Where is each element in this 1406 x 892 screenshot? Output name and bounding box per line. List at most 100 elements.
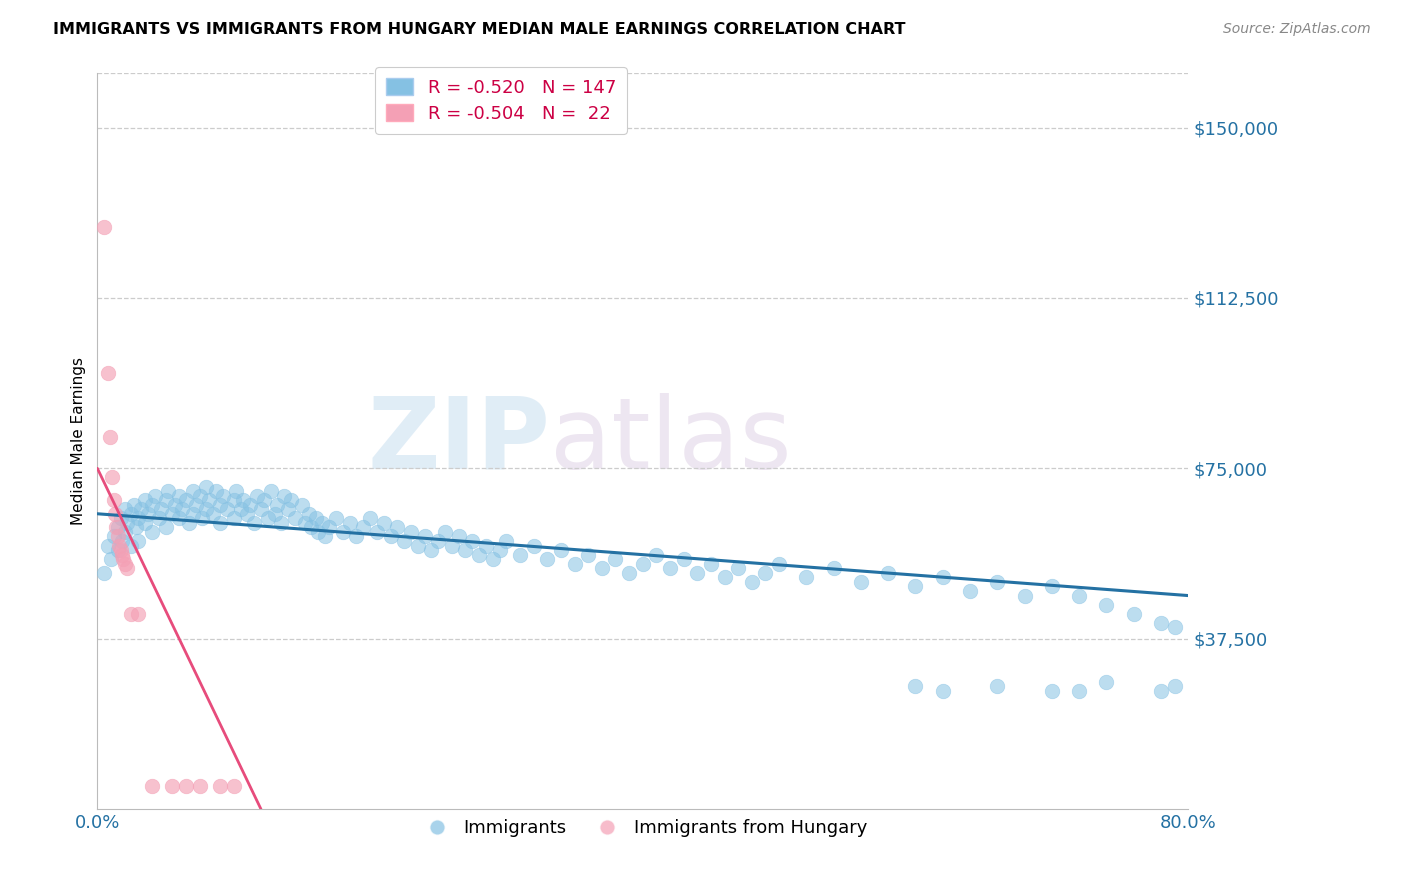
Point xyxy=(796,570,818,584)
Legend: Immigrants, Immigrants from Hungary: Immigrants, Immigrants from Hungary xyxy=(412,812,875,845)
Point xyxy=(93,566,115,580)
Point xyxy=(225,483,247,498)
Point xyxy=(387,520,409,534)
Point xyxy=(1163,620,1185,634)
Point xyxy=(150,502,173,516)
Point xyxy=(536,552,558,566)
Point xyxy=(120,539,142,553)
Point xyxy=(103,493,125,508)
Point xyxy=(986,680,1008,694)
Point xyxy=(509,548,531,562)
Point xyxy=(877,566,900,580)
Point xyxy=(105,520,128,534)
Point xyxy=(659,561,682,575)
Point xyxy=(299,520,322,534)
Point xyxy=(162,780,184,794)
Point xyxy=(127,607,149,621)
Point xyxy=(904,579,927,593)
Point xyxy=(495,534,517,549)
Point xyxy=(564,557,586,571)
Point xyxy=(849,574,872,589)
Point xyxy=(134,493,156,508)
Point xyxy=(188,780,211,794)
Point xyxy=(129,502,152,516)
Point xyxy=(239,498,262,512)
Point xyxy=(959,584,981,599)
Point xyxy=(314,529,336,543)
Point xyxy=(713,570,735,584)
Point xyxy=(1150,615,1173,630)
Point xyxy=(103,529,125,543)
Point xyxy=(741,574,763,589)
Point xyxy=(318,520,340,534)
Point xyxy=(523,539,546,553)
Point xyxy=(440,539,463,553)
Point xyxy=(700,557,723,571)
Point xyxy=(488,543,510,558)
Point xyxy=(141,524,163,539)
Point xyxy=(170,502,193,516)
Point xyxy=(111,548,134,562)
Point xyxy=(181,483,204,498)
Point xyxy=(127,534,149,549)
Point xyxy=(1122,607,1144,621)
Point xyxy=(273,489,295,503)
Point xyxy=(191,511,214,525)
Point xyxy=(184,498,207,512)
Point xyxy=(298,507,321,521)
Point xyxy=(1150,684,1173,698)
Point xyxy=(307,524,329,539)
Point xyxy=(468,548,491,562)
Point xyxy=(686,566,709,580)
Point xyxy=(481,552,503,566)
Point xyxy=(114,502,136,516)
Point xyxy=(167,489,190,503)
Point xyxy=(110,511,132,525)
Point xyxy=(259,483,281,498)
Point xyxy=(229,502,252,516)
Point xyxy=(550,543,572,558)
Point xyxy=(100,552,122,566)
Point xyxy=(754,566,776,580)
Point xyxy=(104,507,127,521)
Point xyxy=(188,489,211,503)
Point xyxy=(143,489,166,503)
Point xyxy=(124,520,146,534)
Point xyxy=(380,529,402,543)
Point xyxy=(576,548,599,562)
Point xyxy=(181,507,204,521)
Point xyxy=(1067,684,1090,698)
Point xyxy=(277,502,299,516)
Point xyxy=(904,680,927,694)
Point xyxy=(177,516,200,530)
Point xyxy=(174,780,197,794)
Point xyxy=(253,493,276,508)
Point xyxy=(162,507,184,521)
Point xyxy=(447,529,470,543)
Point xyxy=(413,529,436,543)
Y-axis label: Median Male Earnings: Median Male Earnings xyxy=(72,357,86,525)
Point xyxy=(222,493,245,508)
Point xyxy=(155,493,177,508)
Point xyxy=(366,524,388,539)
Point xyxy=(294,516,316,530)
Point xyxy=(236,507,259,521)
Point xyxy=(232,493,254,508)
Point xyxy=(591,561,613,575)
Point xyxy=(205,483,228,498)
Point xyxy=(114,524,136,539)
Text: ZIP: ZIP xyxy=(367,392,550,490)
Point xyxy=(932,684,955,698)
Point xyxy=(122,498,145,512)
Point xyxy=(209,516,232,530)
Point xyxy=(434,524,457,539)
Point xyxy=(195,502,218,516)
Point xyxy=(114,557,136,571)
Point xyxy=(120,507,142,521)
Point xyxy=(107,529,129,543)
Point xyxy=(344,529,367,543)
Point xyxy=(1067,589,1090,603)
Point xyxy=(117,561,139,575)
Point xyxy=(617,566,640,580)
Point xyxy=(631,557,654,571)
